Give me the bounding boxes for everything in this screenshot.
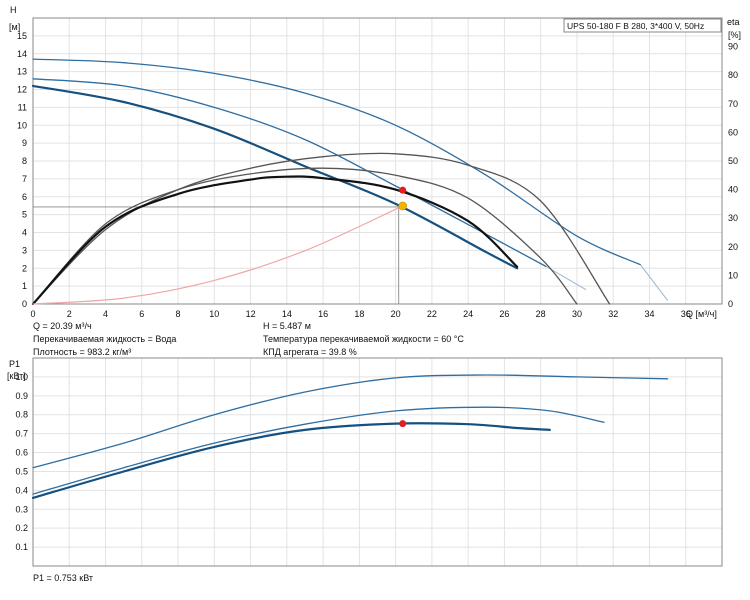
y-tick-label: 0.3 (15, 504, 28, 514)
plot-frame (32, 17, 723, 305)
y-axis-unit: [кВт] (7, 371, 26, 381)
x-tick-label: 8 (176, 309, 181, 319)
y-tick-label: 9 (22, 138, 27, 148)
y-tick-label: 14 (17, 49, 27, 59)
info-left: Q = 20.39 м³/ч Перекачиваемая жидкость =… (33, 320, 176, 359)
y-tick-label: 0.6 (15, 448, 28, 458)
y-tick-label: 5 (22, 210, 27, 220)
y-tick-label: 15 (17, 31, 27, 41)
x-tick-label: 34 (644, 309, 654, 319)
y2-tick-label: 0 (728, 299, 733, 309)
y-tick-label: 0.8 (15, 410, 28, 420)
x-tick-label: 14 (282, 309, 292, 319)
y2-axis-unit: [%] (728, 30, 741, 40)
x-tick-label: 22 (427, 309, 437, 319)
y2-tick-label: 80 (728, 70, 738, 80)
power-curve-1 (32, 406, 605, 495)
y-tick-label: 2 (22, 263, 27, 273)
title-box (563, 18, 722, 33)
y2-tick-label: 10 (728, 270, 738, 280)
y-tick-label: 0.9 (15, 391, 28, 401)
x-tick-label: 10 (209, 309, 219, 319)
system-curve-6 (32, 205, 404, 305)
y2-tick-label: 20 (728, 242, 738, 252)
y-tick-label: 3 (22, 245, 27, 255)
head-eta-chart: 0123456789101112131415010203040506070809… (9, 5, 741, 319)
liquid-readout: Перекачиваемая жидкость = Вода (33, 334, 177, 344)
y-tick-label: 6 (22, 192, 27, 202)
head-readout: H = 5.487 м (263, 321, 311, 331)
eta-curve-3 (32, 152, 611, 305)
eta-curve-4 (32, 167, 578, 305)
x-tick-label: 24 (463, 309, 473, 319)
y2-tick-label: 40 (728, 185, 738, 195)
x-tick-label: 6 (139, 309, 144, 319)
y2-tick-label: 70 (728, 99, 738, 109)
head-curve-2 (31, 84, 519, 270)
y-tick-label: 12 (17, 85, 27, 95)
x-tick-label: 0 (30, 309, 35, 319)
y-tick-label: 10 (17, 120, 27, 130)
y-tick-label: 0.4 (15, 485, 28, 495)
power-curve-2 (31, 422, 551, 499)
y-tick-label: 13 (17, 67, 27, 77)
x-tick-label: 18 (354, 309, 364, 319)
y-tick-label: 1.0 (15, 372, 28, 382)
head-curve-tail-0 (640, 264, 668, 301)
x-tick-label: 20 (391, 309, 401, 319)
y2-tick-label: 30 (728, 213, 738, 223)
x-axis-label: Q [м³/ч] (686, 309, 717, 319)
x-tick-label: 12 (246, 309, 256, 319)
y-tick-label: 0.2 (15, 523, 28, 533)
y-tick-label: 0.5 (15, 466, 28, 476)
x-tick-label: 4 (103, 309, 108, 319)
y2-tick-label: 60 (728, 127, 738, 137)
duty-point-head-marker (398, 201, 408, 211)
y-tick-label: 4 (22, 228, 27, 238)
power-curve-0 (32, 374, 669, 469)
y2-axis-label: eta (727, 17, 740, 27)
efficiency-readout: КПД агрегата = 39.8 % (263, 347, 357, 357)
plot-frame (32, 357, 723, 567)
eta-curve-5 (31, 175, 519, 306)
x-tick-label: 28 (536, 309, 546, 319)
x-tick-label: 30 (572, 309, 582, 319)
y-axis-label: P1 (9, 359, 20, 369)
x-tick-label: 36 (681, 309, 691, 319)
x-tick-label: 16 (318, 309, 328, 319)
y-axis-label: H (10, 5, 17, 15)
head-curve-tail-1 (545, 266, 587, 291)
x-tick-label: 26 (499, 309, 509, 319)
y-tick-label: 0.7 (15, 429, 28, 439)
y-axis-unit: [м] (9, 22, 20, 32)
flow-readout: Q = 20.39 м³/ч (33, 321, 92, 331)
chart-title: UPS 50-180 F B 280, 3*400 V, 50Hz (567, 21, 704, 31)
y-tick-label: 7 (22, 174, 27, 184)
temperature-readout: Температура перекачиваемой жидкости = 60… (263, 334, 464, 344)
y-tick-label: 0.1 (15, 542, 28, 552)
p1-readout: P1 = 0.753 кВт (33, 573, 94, 583)
y2-tick-label: 90 (728, 42, 738, 52)
y-tick-label: 11 (18, 102, 27, 112)
density-readout: Плотность = 983.2 кг/м³ (33, 347, 132, 357)
duty-point-power-marker (399, 420, 407, 428)
info-right: H = 5.487 м Температура перекачиваемой ж… (263, 320, 464, 359)
y-tick-label: 8 (22, 156, 27, 166)
power-chart: 0.1 0.2 0.3 0.4 0.5 0.6 0.7 0.8 0.9 1.0 P1 [кВт] (7, 357, 723, 567)
x-tick-label: 2 (67, 309, 72, 319)
y-tick-label: 0 (22, 299, 27, 309)
x-tick-label: 32 (608, 309, 618, 319)
y-tick-label: 1 (22, 281, 27, 291)
duty-point-eta-marker (399, 186, 407, 194)
y2-tick-label: 50 (728, 156, 738, 166)
